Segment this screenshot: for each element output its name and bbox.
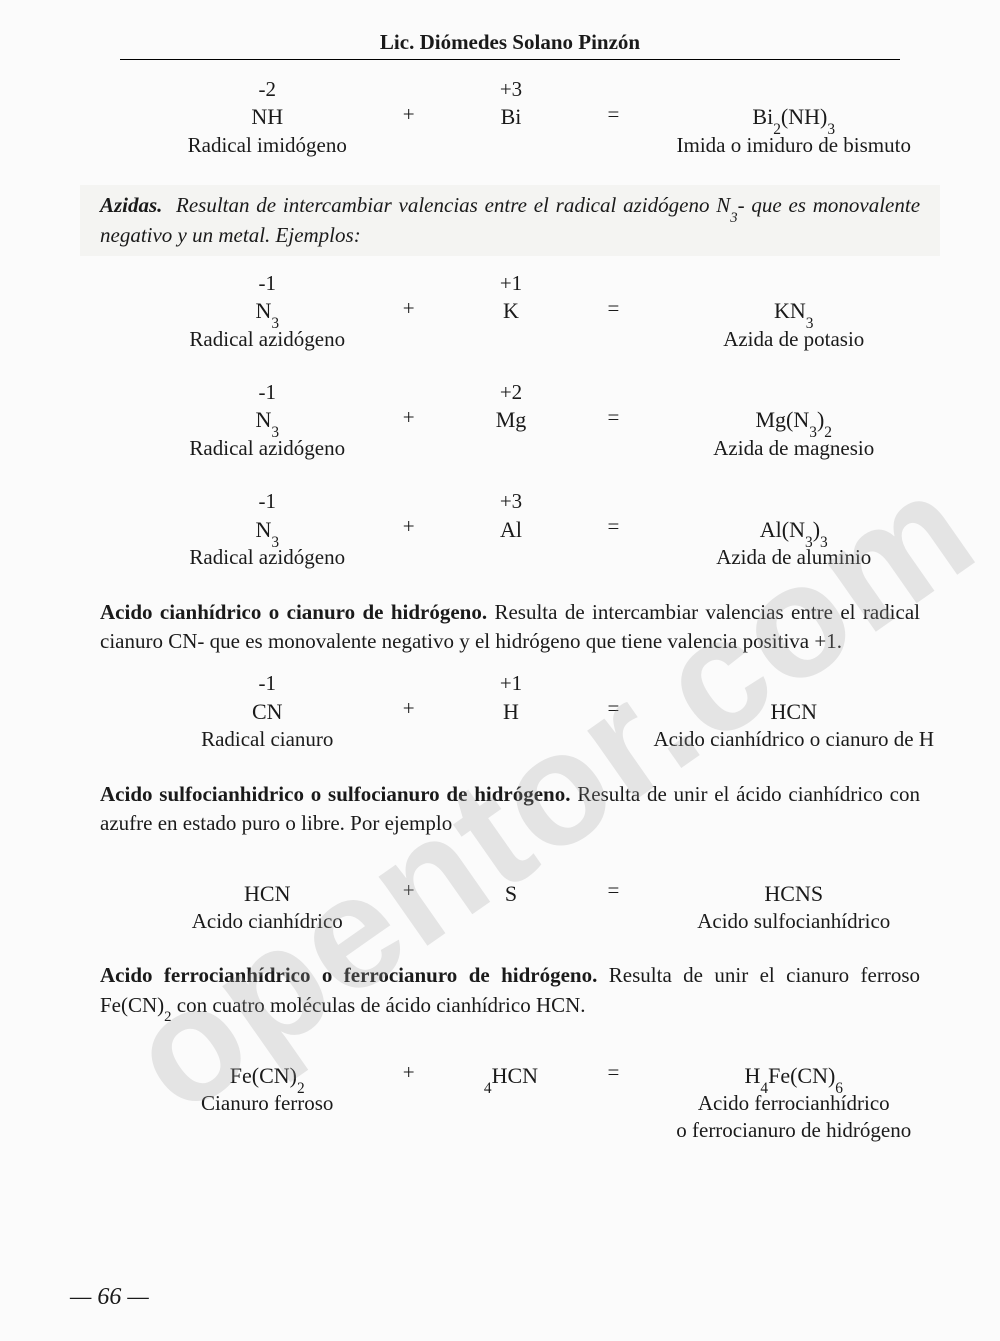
equals-operator: = [579, 270, 647, 321]
formula: HCN [771, 698, 817, 727]
spacer [791, 76, 796, 103]
plus-operator: + [375, 488, 443, 539]
spacer [791, 379, 796, 406]
formula-label: Radical azidógeno [189, 544, 345, 571]
definition-text: Resultan de intercambiar valencias entre… [176, 193, 730, 217]
formula: Al [500, 516, 522, 545]
formula: NH [251, 103, 283, 132]
formula: H4Fe(CN)6 [744, 1062, 843, 1091]
formula: N3 [255, 406, 279, 435]
spacer [791, 670, 796, 697]
page-number: — 66 — [70, 1284, 149, 1311]
equation-hcns: HCN Acido cianhídrico + S = HCNS Acido s… [160, 852, 940, 935]
section-text-cont: con cuatro moléculas de ácido cianhídric… [172, 993, 586, 1017]
formula-label: Imida o imiduro de bismuto [677, 132, 911, 159]
valence: -1 [259, 670, 277, 697]
formula: HCNS [764, 880, 823, 909]
formula-label: Radical cianuro [201, 726, 333, 753]
formula: HCN [244, 880, 290, 909]
valence: -1 [259, 270, 277, 297]
formula: KN3 [774, 297, 813, 326]
formula-label: Azida de magnesio [713, 435, 874, 462]
spacer [791, 270, 796, 297]
formula: N3 [255, 297, 279, 326]
section-sulfocianhidrico: Acido sulfocianhidrico o sulfocianuro de… [100, 780, 920, 839]
section-title: Acido sulfocianhidrico o sulfocianuro de… [100, 782, 570, 806]
formula-label: Azida de potasio [723, 326, 864, 353]
formula: Al(N3)3 [760, 516, 828, 545]
formula-label: Acido ferrocianhídrico [698, 1090, 890, 1117]
formula-label: Azida de aluminio [716, 544, 871, 571]
formula: Fe(CN)2 [230, 1062, 305, 1091]
formula: CN [252, 698, 283, 727]
formula: H [503, 698, 519, 727]
formula-label: Radical imidógeno [188, 132, 347, 159]
formula-label-2: o ferrocianuro de hidrógeno [676, 1117, 911, 1144]
formula: 4HCN [484, 1062, 538, 1091]
formula-label: Acido cianhídrico [192, 908, 343, 935]
formula: K [503, 297, 519, 326]
equation-azida-potasio: -1 N3 Radical azidógeno + +1 K = KN3 Azi… [160, 270, 940, 353]
valence: +2 [500, 379, 522, 406]
section-ferrocianhidrico: Acido ferrocianhídrico o ferrocianuro de… [100, 961, 920, 1020]
plus-operator: + [375, 1034, 443, 1085]
formula: N3 [255, 516, 279, 545]
equals-operator: = [579, 670, 647, 721]
section-title: Acido cianhídrico o cianuro de hidrógeno… [100, 600, 487, 624]
section-cianhidrico: Acido cianhídrico o cianuro de hidrógeno… [100, 598, 920, 657]
formula-label: Acido sulfocianhídrico [697, 908, 890, 935]
formula: Bi [501, 103, 522, 132]
formula: Mg [496, 406, 527, 435]
plus-operator: + [375, 852, 443, 903]
valence: -1 [259, 488, 277, 515]
plus-operator: + [375, 670, 443, 721]
formula: Bi2(NH)3 [752, 103, 835, 132]
equals-operator: = [579, 488, 647, 539]
azidas-definition: Azidas. Resultan de intercambiar valenci… [80, 185, 940, 256]
formula-label: Cianuro ferroso [201, 1090, 333, 1117]
section-title: Azidas. [100, 193, 162, 217]
plus-operator: + [375, 76, 443, 127]
valence: +3 [500, 488, 522, 515]
equals-operator: = [579, 852, 647, 903]
valence: -1 [259, 379, 277, 406]
equation-imida: -2 NH Radical imidógeno + +3 Bi = Bi2(NH… [160, 76, 940, 159]
equation-azida-aluminio: -1 N3 Radical azidógeno + +3 Al = Al(N3)… [160, 488, 940, 571]
equation-hcn: -1 CN Radical cianuro + +1 H = HCN Acido… [160, 670, 940, 753]
plus-operator: + [375, 270, 443, 321]
formula-label: Radical azidógeno [189, 435, 345, 462]
formula: Mg(N3)2 [755, 406, 832, 435]
equation-ferrocianhidrico: Fe(CN)2 Cianuro ferroso + 4HCN = H4Fe(CN… [160, 1034, 940, 1144]
formula-label: Acido cianhídrico o cianuro de H [654, 726, 935, 753]
section-title: Acido ferrocianhídrico o ferrocianuro de… [100, 963, 597, 987]
valence: +1 [500, 670, 522, 697]
equation-azida-magnesio: -1 N3 Radical azidógeno + +2 Mg = Mg(N3)… [160, 379, 940, 462]
equals-operator: = [579, 1034, 647, 1085]
equals-operator: = [579, 76, 647, 127]
valence: +1 [500, 270, 522, 297]
plus-operator: + [375, 379, 443, 430]
spacer [791, 488, 796, 515]
valence: +3 [500, 76, 522, 103]
formula: S [505, 880, 517, 909]
equals-operator: = [579, 379, 647, 430]
valence: -2 [259, 76, 277, 103]
page-header: Lic. Diómedes Solano Pinzón [120, 30, 900, 60]
formula-label: Radical azidógeno [189, 326, 345, 353]
